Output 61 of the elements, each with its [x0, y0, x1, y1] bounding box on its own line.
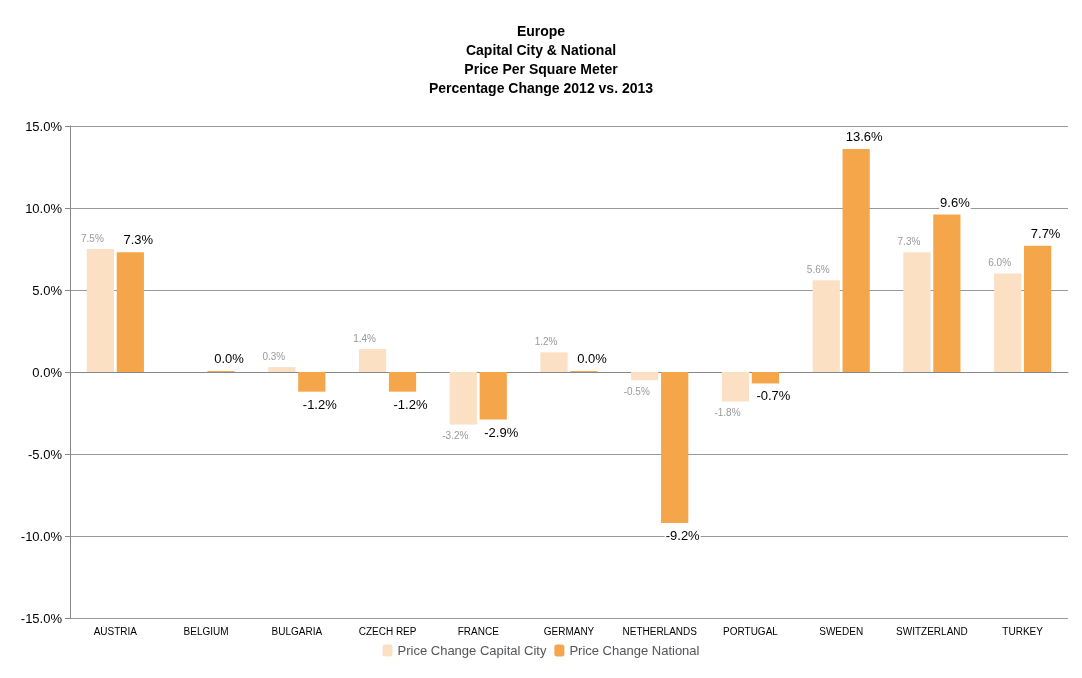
- bar: [812, 280, 840, 372]
- y-tick-label: -10.0%: [20, 528, 63, 544]
- y-tick-label: 0.0%: [32, 364, 63, 380]
- x-tick-label: SWITZERLAND: [896, 625, 968, 637]
- bar: [268, 367, 296, 372]
- data-label: -9.2%: [665, 527, 701, 543]
- data-label: 1.2%: [534, 335, 558, 347]
- data-label: 13.6%: [845, 128, 884, 144]
- bar: [86, 249, 114, 372]
- bar: [994, 273, 1022, 372]
- data-label: 5.6%: [806, 263, 830, 275]
- data-label: 0.3%: [262, 350, 286, 362]
- y-tick-label: 5.0%: [32, 282, 63, 298]
- data-label: -1.8%: [714, 407, 741, 419]
- data-label: -1.2%: [393, 396, 428, 412]
- bar: [298, 372, 326, 392]
- bar: [751, 372, 780, 384]
- data-label: 7.3%: [123, 232, 154, 248]
- bar: [116, 252, 144, 372]
- data-label: 6.0%: [988, 257, 1012, 269]
- x-tick-label: NETHERLANDS: [622, 625, 698, 637]
- bar: [842, 148, 870, 372]
- data-label: 1.4%: [353, 332, 377, 344]
- chart-title: Europe Capital City & National Price Per Square Meter Percentage Change 2012 vs. 2013: [428, 22, 654, 96]
- legend-label: Price Change Capital City: [397, 643, 547, 658]
- bar: [449, 372, 477, 425]
- y-tick-label: 10.0%: [25, 200, 63, 216]
- y-tick-label: -15.0%: [20, 610, 63, 626]
- data-label: -3.2%: [442, 429, 469, 441]
- x-tick-label: PORTUGAL: [723, 625, 779, 637]
- bar: [631, 372, 659, 381]
- bar: [661, 372, 689, 523]
- data-label: 0.0%: [214, 351, 245, 366]
- x-tick-label: CZECH REP: [358, 625, 417, 637]
- data-label: -0.5%: [623, 385, 650, 397]
- data-label: -0.7%: [756, 388, 791, 404]
- data-label: -2.9%: [484, 424, 519, 440]
- bar: [933, 214, 961, 372]
- data-label: 7.5%: [81, 232, 104, 244]
- data-label: 0.0%: [577, 351, 608, 366]
- data-label: -1.2%: [302, 396, 338, 412]
- data-label: 7.7%: [1030, 225, 1061, 241]
- x-tick-label: TURKEY: [1002, 625, 1044, 637]
- bar: [903, 252, 931, 372]
- bar: [1024, 245, 1052, 372]
- data-label: 7.3%: [897, 235, 921, 247]
- y-tick-label: -5.0%: [28, 446, 63, 462]
- x-tick-label: BELGIUM: [183, 625, 229, 637]
- y-tick-label: 15.0%: [25, 118, 63, 134]
- bar: [540, 352, 568, 372]
- x-tick-label: SWEDEN: [819, 625, 864, 637]
- bar: [721, 372, 750, 402]
- bar: [358, 349, 387, 372]
- legend-label: Price Change National: [569, 643, 700, 658]
- x-tick-label: FRANCE: [457, 625, 500, 637]
- x-tick-label: AUSTRIA: [93, 625, 138, 637]
- x-tick-label: GERMANY: [543, 625, 595, 637]
- data-label: 9.6%: [940, 194, 971, 210]
- bar: [479, 372, 507, 420]
- bar: [388, 372, 417, 392]
- x-tick-label: BULGARIA: [271, 625, 323, 637]
